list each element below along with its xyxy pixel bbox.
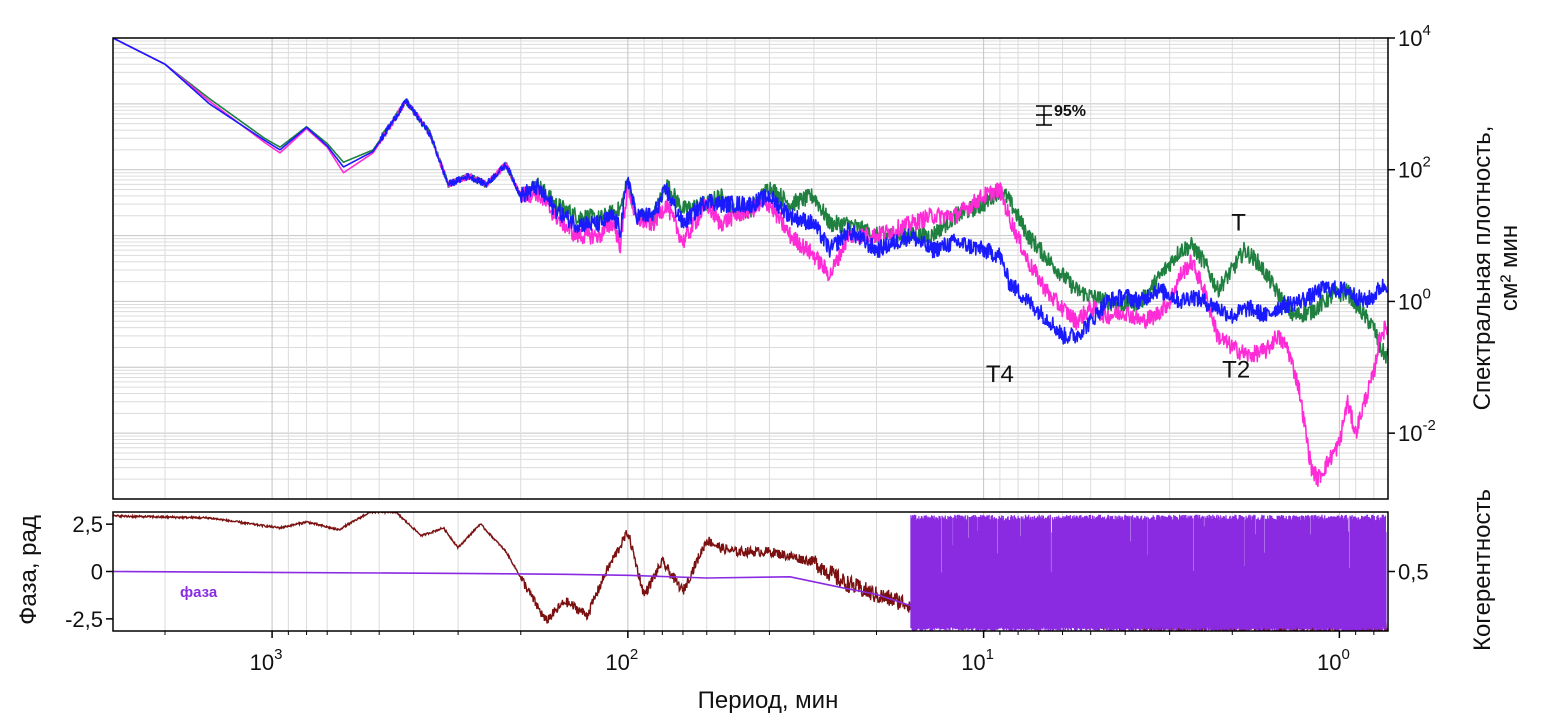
- phase-series: [113, 512, 1388, 631]
- spectrum-frame: [112, 37, 1389, 500]
- coherence-tick-label: 0,5: [1398, 560, 1429, 585]
- phase-tick-label: 0: [91, 560, 103, 585]
- x-tick-label: 101: [961, 646, 994, 675]
- x-ticks: 103 102 101 100: [164, 631, 1375, 675]
- phase-tick-label: 2,5: [72, 512, 103, 537]
- spectrum-ylabel-line2: см² мин: [1496, 225, 1523, 311]
- confidence-interval: 95%: [1036, 103, 1086, 126]
- peak-label-t: T: [1231, 209, 1246, 236]
- x-axis-label: Период, мин: [698, 687, 839, 714]
- phase-ticks: 2,5 0 -2,5 0,5: [65, 512, 1429, 632]
- peak-label-t4: T4: [986, 361, 1014, 388]
- spectrum-ylabel-line1: Спектральная плотность,: [1469, 126, 1496, 411]
- phase-tick-label: -2,5: [65, 607, 103, 632]
- x-tick-label: 100: [1317, 646, 1350, 675]
- phase-noise-band: [910, 514, 1387, 631]
- x-tick-label: 103: [250, 646, 283, 675]
- spectrum-grid: [113, 38, 1388, 500]
- y-tick-label: 104: [1398, 22, 1431, 51]
- y-tick-label: 100: [1398, 285, 1431, 314]
- peak-label-t2: T2: [1222, 356, 1250, 383]
- ci-label: 95%: [1054, 103, 1086, 120]
- phase-ylabel: Фаза, рад: [15, 515, 42, 625]
- peak-annotations: T4 T2 T: [986, 209, 1250, 388]
- coherence-ylabel: Когерентность: [1469, 489, 1496, 651]
- x-tick-label: 102: [605, 646, 638, 675]
- y-tick-label: 10-2: [1398, 417, 1436, 446]
- phase-legend-label: фаза: [180, 584, 218, 601]
- series-line-blue: [113, 38, 1388, 345]
- spectrum-y-ticks: 104 102 100 10-2: [1388, 22, 1436, 446]
- y-tick-label: 102: [1398, 154, 1431, 183]
- spectrum-series: [113, 38, 1388, 488]
